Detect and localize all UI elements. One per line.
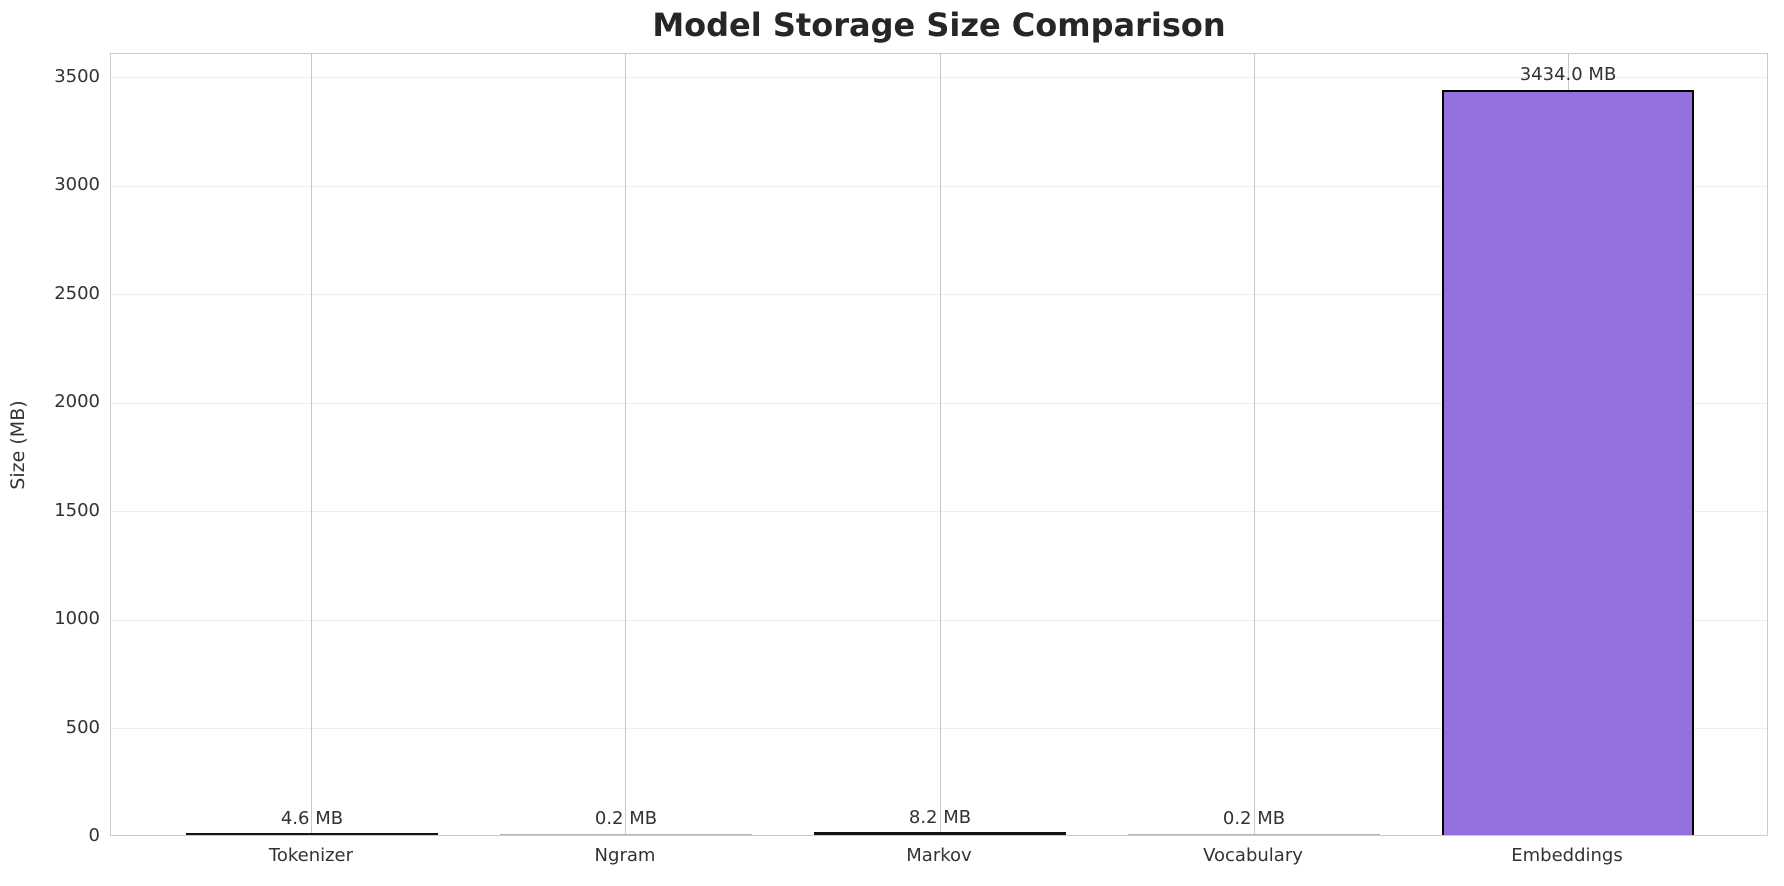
gridline-y-2000 [111,402,1767,404]
y-tick-label-3500: 3500 [54,65,100,87]
gridline-y-2500 [111,294,1767,296]
bar-value-label-vocabulary: 0.2 MB [1222,808,1286,829]
gridline-x-ngram [625,54,627,835]
gridline-y-1000 [111,619,1767,621]
bar-embeddings [1442,90,1694,835]
chart-title: Model Storage Size Comparison [652,6,1226,44]
y-tick-label-2500: 2500 [54,282,100,304]
gridline-x-markov [939,54,941,835]
bar-ngram [500,834,752,835]
y-tick-label-1000: 1000 [54,608,100,630]
bar-tokenizer [186,833,438,835]
plot-area: 4.6 MB 0.2 MB 8.2 MB 0.2 MB 3434.0 MB [110,53,1768,836]
gridline-y-3500 [111,77,1767,79]
x-tick-label-embeddings: Embeddings [1511,845,1623,866]
bar-value-label-embeddings: 3434.0 MB [1519,64,1617,86]
y-tick-label-3000: 3000 [54,174,100,196]
x-tick-label-vocabulary: Vocabulary [1203,845,1303,866]
gridline-y-3000 [111,185,1767,187]
y-tick-label-1500: 1500 [54,499,100,521]
y-tick-label-500: 500 [65,716,100,738]
y-tick-label-2000: 2000 [54,391,100,413]
bar-value-label-markov: 8.2 MB [908,807,972,829]
bar-value-label-ngram: 0.2 MB [594,808,658,829]
gridline-y-1500 [111,511,1767,513]
bar-markov [814,832,1066,835]
gridline-x-tokenizer [311,54,313,835]
bar-value-label-tokenizer: 4.6 MB [280,808,344,829]
y-tick-label-0: 0 [88,825,100,846]
x-tick-label-tokenizer: Tokenizer [268,845,354,866]
bar-vocabulary [1128,834,1380,835]
gridline-y-500 [111,728,1767,730]
gridline-x-vocabulary [1253,54,1255,835]
x-tick-label-ngram: Ngram [594,845,656,866]
x-tick-label-markov: Markov [906,845,972,866]
